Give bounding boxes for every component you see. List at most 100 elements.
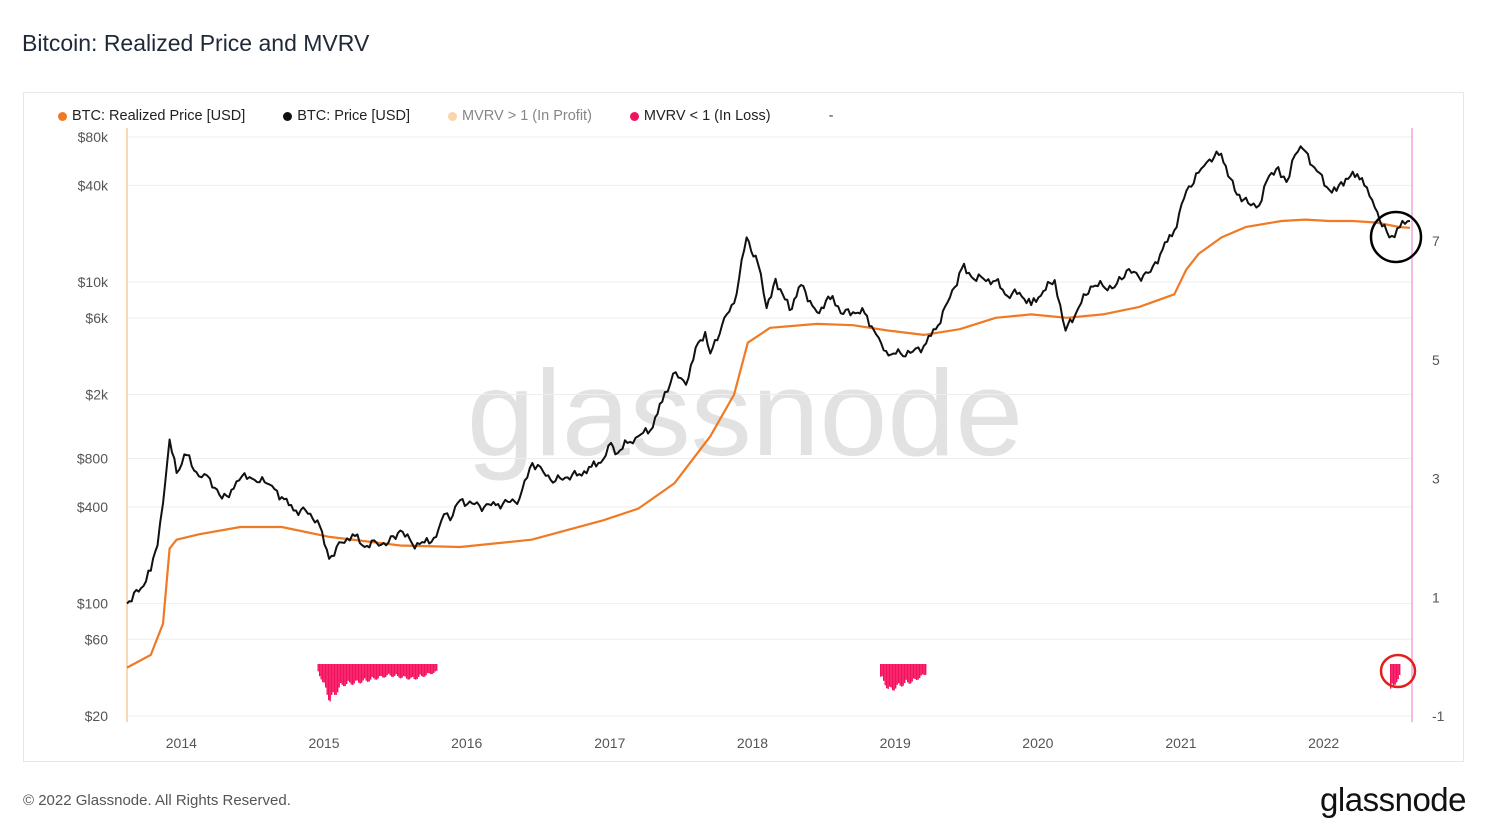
loss-bar [899,664,901,686]
loss-bar [371,664,373,677]
loss-bar [410,664,412,678]
loss-bar [901,664,903,687]
loss-bar [319,664,321,677]
loss-bar [394,664,396,676]
legend-item-price[interactable]: BTC: Price [USD] [283,108,410,124]
loss-bar [409,664,411,680]
loss-bar [421,664,423,677]
x-tick-label: 2018 [737,735,768,751]
loss-bar [895,664,897,689]
loss-bar [401,664,403,678]
y-right-tick-label: 7 [1432,233,1440,249]
y-left-tick-label: $10k [78,274,109,290]
x-tick-label: 2019 [880,735,911,751]
loss-bar [1394,664,1396,685]
loss-bar [350,664,352,685]
loss-bar [376,664,378,680]
y-right-tick-label: 3 [1432,471,1440,487]
loss-bar [1397,664,1399,680]
loss-bar [331,664,333,695]
loss-bar [322,664,324,683]
y-right-tick-label: 5 [1432,352,1440,368]
loss-bar [925,664,927,675]
x-tick-label: 2017 [594,735,625,751]
chart-legend: BTC: Realized Price [USD] BTC: Price [US… [58,106,833,126]
loss-bar [431,664,433,675]
loss-bar [904,664,906,684]
loss-bar [886,664,888,689]
loss-bar [902,664,904,686]
loss-bar [380,664,382,676]
loss-bar [364,664,366,679]
loss-bar [407,664,409,680]
loss-bar [385,664,387,677]
loss-bar [335,664,337,695]
loss-bar [337,664,339,693]
legend-item-mvrv-profit[interactable]: MVRV > 1 (In Profit) [448,108,592,124]
loss-bar [382,664,384,678]
y-right-tick-label: -1 [1432,708,1445,724]
legend-extra: - [828,108,834,124]
x-tick-label: 2015 [308,735,339,751]
loss-bar [374,664,376,680]
loss-bar [397,664,399,677]
loss-bar [340,664,342,684]
loss-bar [362,664,364,681]
legend-label: BTC: Realized Price [USD] [72,108,246,124]
y-left-tick-label: $6k [85,310,109,326]
x-tick-label: 2021 [1165,735,1196,751]
legend-label: MVRV < 1 (In Loss) [643,108,771,124]
loss-bar [379,664,381,677]
glassnode-logo: glassnode [1320,781,1466,818]
loss-bar [1390,664,1392,689]
loss-bar [353,664,355,684]
legend-item-mvrv-loss[interactable]: MVRV < 1 (In Loss) [629,108,771,124]
highlight-circle-black [1369,210,1423,264]
loss-bar [416,664,418,679]
realized-price-line [126,218,1411,669]
loss-bar [361,664,363,683]
loss-bar [425,664,427,676]
loss-bar [334,664,336,695]
y-left-tick-label: $2k [85,387,109,403]
loss-bar [914,664,916,679]
y-left-tick-label: $80k [78,129,109,145]
loss-bar [395,664,397,675]
loss-bar [343,664,345,687]
loss-bar [1393,664,1395,686]
loss-bar [428,664,430,674]
y-left-tick-label: $20 [85,708,109,724]
loss-bar [430,664,432,675]
loss-bar [370,664,372,680]
y-left-tick-label: $40k [78,177,109,193]
legend-item-realized-price[interactable]: BTC: Realized Price [USD] [58,108,245,124]
loss-bar [320,664,322,680]
loss-bar [398,664,400,678]
loss-bar [377,664,379,679]
loss-bar [916,664,918,681]
loss-bar [1399,664,1401,675]
loss-bar [368,664,370,682]
x-tick-label: 2022 [1308,735,1339,751]
y-left-tick-label: $800 [77,450,108,466]
loss-bar [325,664,327,688]
loss-bar [346,664,348,685]
loss-bar [373,664,375,679]
loss-bar [338,664,340,688]
loss-bar [412,664,414,677]
chart-frame [23,92,1464,762]
highlight-circle-red [1379,653,1417,689]
loss-bar [355,664,357,681]
loss-bar [344,664,346,687]
loss-bar [419,664,421,675]
loss-bar [923,664,925,676]
loss-bar [434,664,436,672]
loss-bar [905,664,907,680]
loss-bar [323,664,325,683]
loss-bar [383,664,385,678]
y-left-tick-label: $60 [85,631,109,647]
loss-bar [890,664,892,688]
loss-bar [893,664,895,691]
loss-bar [404,664,406,677]
